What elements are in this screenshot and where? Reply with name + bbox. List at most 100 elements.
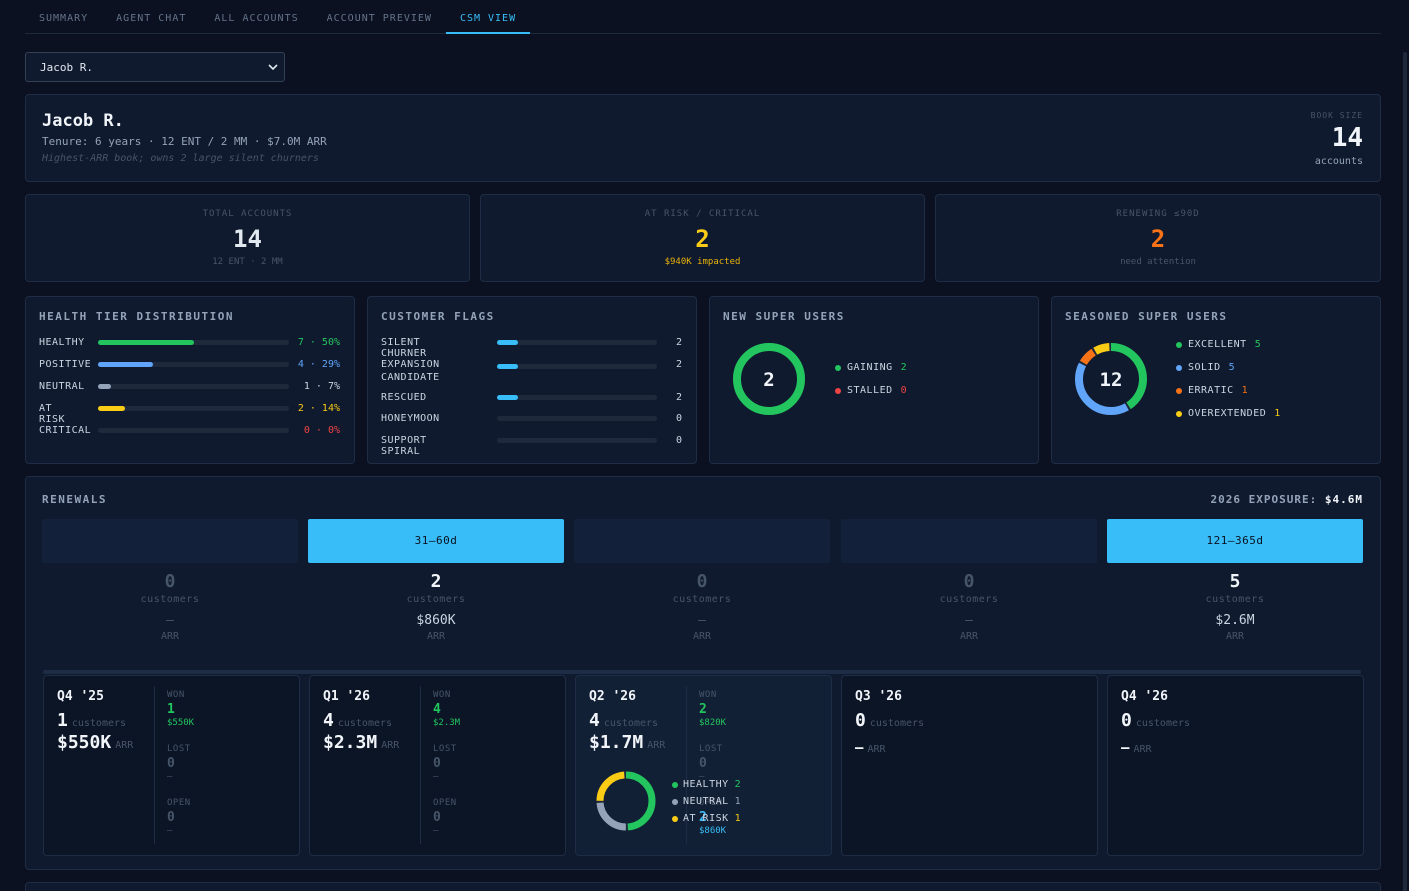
renewals-panel: RENEWALS 2026 EXPOSURE: $4.6M 0 customers…	[25, 476, 1381, 870]
renewal-bucket-2[interactable]	[574, 519, 830, 563]
health-tier-panel: HEALTH TIER DISTRIBUTION HEALTHY 7 · 50% P…	[25, 296, 355, 464]
health-label: AT RISK	[39, 403, 66, 425]
panel-title: NEW SUPER USERS	[723, 310, 845, 323]
renewal-bucket-0[interactable]	[42, 519, 298, 563]
bucket-arr-unit: ARR	[1225, 631, 1245, 642]
health-value: 2 · 14%	[297, 403, 340, 414]
quarter-count-value: 0	[855, 710, 866, 731]
bucket-customer-unit: customers	[672, 594, 732, 605]
legend-item-healthy: HEALTHY 2	[672, 776, 741, 793]
renewal-bucket-stats: 0 customers — ARR	[574, 571, 830, 642]
legend-value: 2	[734, 779, 742, 790]
legend-label: AT RISK	[683, 813, 729, 824]
outcome-arr: $820K	[699, 718, 727, 728]
health-value: 4 · 29%	[297, 359, 340, 370]
bucket-arr: $860K	[416, 613, 456, 628]
quarter-arr: — ARR	[1121, 736, 1152, 757]
outcome-arr: $860K	[699, 826, 727, 836]
tab-summary[interactable]: SUMMARY	[39, 13, 89, 24]
health-bar-track	[98, 384, 289, 389]
outcome-label: LOST	[167, 744, 191, 754]
quarter-arr-unit: ARR	[381, 740, 400, 751]
outcome-label: OPEN	[699, 798, 723, 808]
tab-account-preview[interactable]: ACCOUNT PREVIEW	[326, 13, 432, 24]
health-bar-fill	[98, 406, 125, 411]
quarter-divider	[154, 686, 155, 844]
health-label: NEUTRAL	[39, 381, 85, 392]
outcome-arr: —	[699, 772, 705, 782]
exposure-label: 2026 EXPOSURE:	[1210, 493, 1318, 506]
flag-value: 0	[675, 413, 682, 424]
renewal-bucket-stats: 2 customers $860K ARR	[308, 571, 564, 642]
legend-dot	[835, 364, 841, 371]
next-panel-edge	[25, 882, 1381, 891]
quarter-arr-value: $1.7M	[589, 732, 644, 753]
renewal-bucket-1[interactable]: 31–60d	[308, 519, 564, 563]
bucket-customer-unit: customers	[406, 594, 466, 605]
donut-total: 12	[1100, 369, 1123, 391]
renewal-bucket-4[interactable]: 121–365d	[1107, 519, 1363, 563]
scrollbar-thumb[interactable]	[1403, 52, 1407, 891]
stat-sub: need attention	[1120, 257, 1196, 267]
quarter-arr-unit: ARR	[867, 744, 886, 755]
legend-dot	[1176, 341, 1182, 348]
scrollbar[interactable]	[1401, 0, 1409, 891]
quarter-card-1[interactable]: Q1 '26 4 customers $2.3M ARR WON 4 $2.3M LOST 0— O…	[309, 675, 566, 856]
stat-value: 2	[1150, 225, 1166, 253]
csm-select[interactable]: Jacob R.	[25, 52, 285, 82]
seasoned-super-users-panel: SEASONED SUPER USERS 12 EXCELLENT 5 SOLID 5…	[1051, 296, 1381, 464]
health-value: 0 · 0%	[303, 425, 340, 436]
quarter-count-unit: customers	[869, 718, 925, 729]
quarter-divider	[686, 686, 687, 844]
legend-value: 5	[1228, 362, 1236, 373]
outcome-label: OPEN	[433, 798, 457, 808]
legend-dot	[1176, 387, 1182, 394]
legend-value: 1	[734, 796, 742, 807]
renewal-bucket-3[interactable]	[841, 519, 1097, 563]
health-label: CRITICAL	[39, 425, 92, 436]
panel-title: SEASONED SUPER USERS	[1065, 310, 1228, 323]
quarter-card-3[interactable]: Q3 '26 0 customers — ARR	[841, 675, 1098, 856]
quarter-count-unit: customers	[603, 718, 659, 729]
quarter-card-4[interactable]: Q4 '26 0 customers — ARR	[1107, 675, 1364, 856]
outcome-count: 2	[699, 702, 707, 717]
legend-value: 2	[900, 362, 908, 373]
stat-label: TOTAL ACCOUNTS	[202, 209, 293, 219]
quarter-count-unit: customers	[71, 718, 127, 729]
flag-bar-track	[497, 395, 657, 400]
quarter-count: 1 customers	[57, 710, 126, 731]
quarter-title: Q1 '26	[323, 689, 370, 704]
legend-item-stalled: STALLED 0	[835, 379, 907, 402]
legend-dot	[672, 781, 678, 788]
outcome-lost: LOST 0—	[433, 744, 460, 798]
outcome-label: WON	[167, 690, 185, 700]
outcome-count: 0	[433, 810, 441, 825]
quarter-count: 0 customers	[855, 710, 924, 731]
legend-item-excellent: EXCELLENT 5	[1176, 333, 1281, 356]
flag-bar-track	[497, 340, 657, 345]
quarter-card-2[interactable]: Q2 '26 4 customers $1.7M ARR WON 2 $820K LOST 0— O…	[575, 675, 832, 856]
quarter-card-0[interactable]: Q4 '25 1 customers $550K ARR WON 1 $550K LOST 0— O…	[43, 675, 300, 856]
legend-label: SOLID	[1188, 362, 1221, 373]
quarter-count-unit: customers	[1135, 718, 1191, 729]
donut-segment-excellent	[1075, 343, 1147, 415]
flag-label: RESCUED	[381, 392, 427, 403]
quarter-arr-value: $2.3M	[323, 732, 378, 753]
quarter-arr-unit: ARR	[115, 740, 134, 751]
flag-label: HONEYMOON	[381, 413, 440, 424]
book-size-label: BOOK SIZE	[1310, 111, 1363, 120]
outcome-count: 0	[167, 756, 175, 771]
legend-dot	[835, 387, 841, 394]
outcome-open: OPEN 2 $860K	[699, 798, 726, 852]
tab-csm-view[interactable]: CSM VIEW	[445, 0, 531, 34]
tab-agent-chat[interactable]: AGENT CHAT	[116, 13, 187, 24]
stat-value: 14	[233, 225, 262, 253]
quarter-count-unit: customers	[337, 718, 393, 729]
quarter-arr: $1.7M ARR	[589, 732, 665, 753]
donut-total: 2	[763, 369, 774, 391]
health-bar-fill	[98, 362, 154, 367]
quarter-outcomes: WON 2 $820K LOST 0— OPEN 2 $860K	[699, 690, 726, 852]
quarter-count: 4 customers	[589, 710, 658, 731]
tab-all-accounts[interactable]: ALL ACCOUNTS	[214, 13, 299, 24]
health-bar-track	[98, 340, 289, 345]
